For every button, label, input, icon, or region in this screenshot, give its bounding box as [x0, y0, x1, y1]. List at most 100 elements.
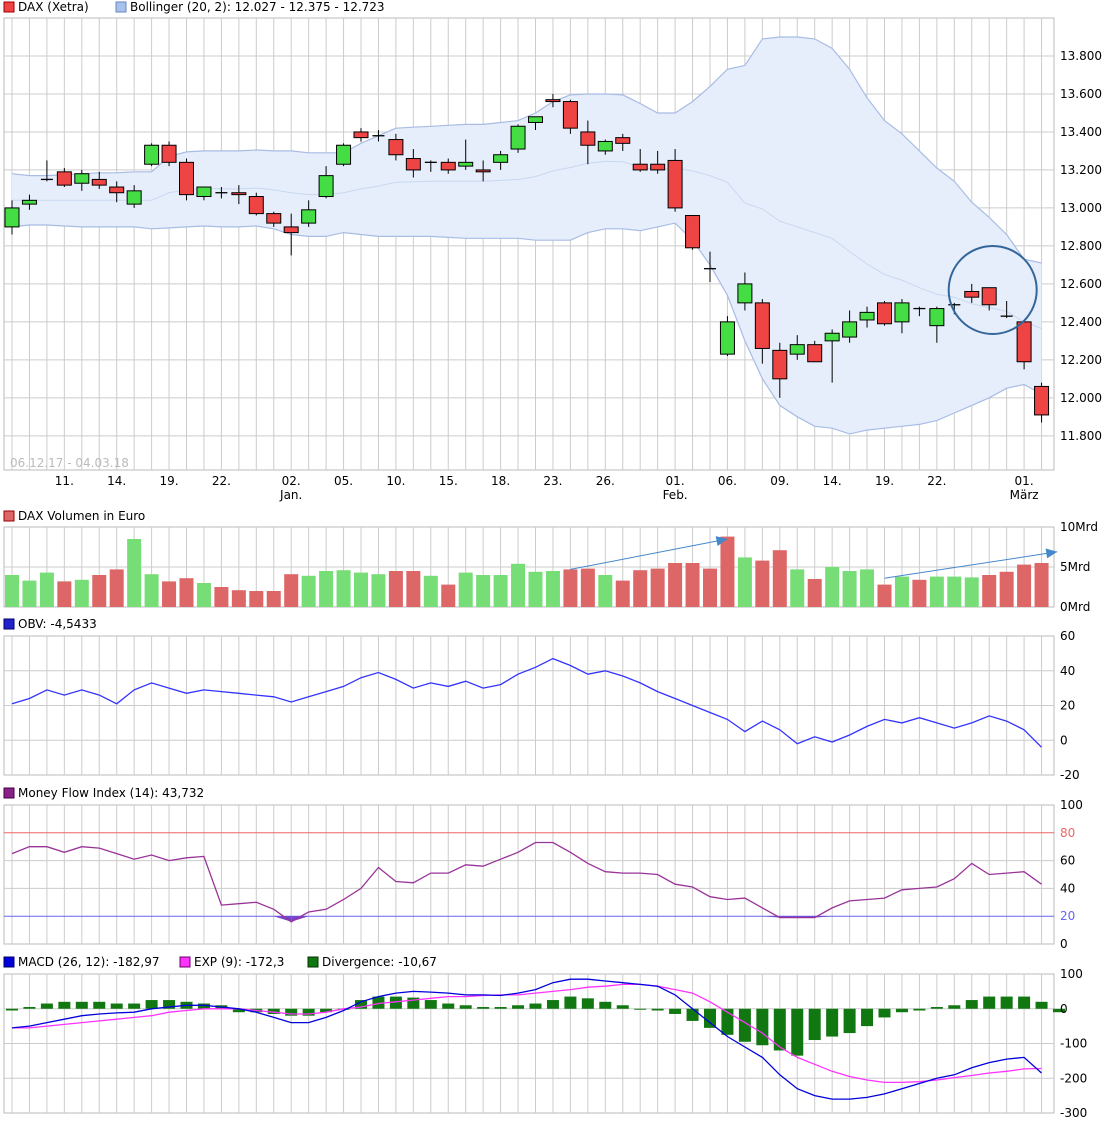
y-tick-label: 11.800	[1060, 429, 1102, 443]
candle-down	[56, 171, 72, 186]
trend-arrow-line	[570, 538, 728, 570]
legend-swatch-obv	[3, 618, 15, 630]
oversold-fill	[814, 916, 833, 918]
divergence-bar	[1035, 1001, 1048, 1009]
candle-down	[1034, 385, 1050, 416]
volume-bar	[127, 539, 142, 607]
volume-bar	[703, 568, 717, 607]
volume-bar	[860, 569, 875, 607]
divergence-bar	[232, 1008, 245, 1013]
divergence-bar	[110, 1003, 123, 1009]
y-tick-label: 12.800	[1060, 239, 1102, 253]
y-tick-label: 13.600	[1060, 87, 1102, 101]
volume-bar	[633, 570, 648, 607]
legend-swatch-volume	[3, 510, 15, 522]
y-tick-label: 12.400	[1060, 315, 1102, 329]
divergence-bar	[197, 1003, 210, 1009]
y-tick-label: 12.600	[1060, 277, 1102, 291]
candle-down	[807, 344, 823, 363]
price-y-axis: 13.800 13.600 13.400 13.200 13.000 12.800 12.6…	[1060, 49, 1102, 443]
candle-down	[632, 163, 648, 171]
divergence-bar	[686, 1008, 699, 1021]
candle-up	[859, 311, 875, 321]
candle-up	[458, 161, 474, 167]
oversold-fill	[762, 916, 780, 918]
candle-up	[196, 186, 212, 198]
candle-down	[179, 161, 194, 196]
volume-bar	[92, 575, 107, 607]
y-tick-label: 12.200	[1060, 353, 1102, 367]
mfi-y-axis: 100 80 60 40 20 0	[1060, 798, 1083, 951]
y-tick-label: -20	[1060, 768, 1080, 782]
volume-bar	[877, 584, 892, 607]
volume-bar	[772, 550, 787, 607]
volume-bar	[354, 572, 368, 607]
divergence-bar	[581, 998, 594, 1009]
divergence-bar	[1000, 996, 1013, 1009]
candle-up	[318, 175, 334, 198]
volume-bar	[650, 568, 665, 607]
x-tick-label: 22.	[927, 474, 946, 488]
volume-bar	[284, 574, 299, 607]
y-tick-label: 0	[1060, 937, 1068, 951]
date-range-label: 06.12.17 - 04.03.18	[10, 456, 129, 470]
obv-y-axis: 60 40 20 0 -20	[1060, 629, 1080, 782]
candle-down	[405, 158, 421, 171]
volume-bar	[406, 571, 421, 607]
legend-swatch-dax	[3, 1, 15, 13]
y-tick-label: -200	[1060, 1071, 1087, 1085]
candle-down	[754, 302, 770, 349]
volume-bar	[196, 583, 211, 607]
candle-up	[144, 144, 160, 165]
volume-bar	[179, 578, 194, 607]
volume-bar	[545, 571, 560, 607]
obv-grid	[4, 636, 1054, 775]
x-tick-label: 02.	[282, 474, 301, 488]
volume-bar	[144, 574, 159, 607]
macd-y-axis: 100 0 -100 -200 -300	[1060, 967, 1087, 1120]
volume-bar	[336, 570, 351, 607]
volume-bar	[301, 575, 316, 607]
divergence-bar	[372, 996, 385, 1009]
bollinger-lower-line	[11, 222, 1042, 435]
divergence-bars	[6, 996, 1065, 1056]
legend-swatch-bollinger	[115, 1, 127, 13]
x-tick-label: 11.	[55, 474, 74, 488]
volume-bar	[22, 580, 37, 607]
candle-down	[1016, 321, 1032, 363]
volume-bar	[528, 571, 543, 607]
divergence-bar	[302, 1008, 315, 1016]
volume-bar	[39, 572, 54, 607]
candle-up	[301, 209, 317, 224]
x-tick-label: 15.	[439, 474, 458, 488]
y-tick-label: 5Mrd	[1060, 560, 1090, 574]
y-tick-label: -300	[1060, 1106, 1087, 1120]
divergence-bar	[320, 1008, 333, 1013]
oversold-fill	[273, 916, 292, 922]
volume-bar	[947, 576, 962, 607]
volume-bar	[458, 572, 473, 607]
x-month-label: März	[1010, 488, 1039, 502]
candle-down	[981, 287, 997, 306]
divergence-bar	[826, 1008, 839, 1037]
divergence-bar	[477, 1007, 490, 1009]
volume-bar	[57, 581, 72, 607]
legend-label-macd: MACD (26, 12): -182,97	[18, 955, 160, 969]
volume-bar	[964, 577, 979, 607]
divergence-bar	[442, 1003, 455, 1009]
divergence-bar	[843, 1008, 856, 1034]
y-tick-label: 10Mrd	[1060, 520, 1098, 534]
candle-down	[545, 99, 561, 103]
legend-label-obv: OBV: -4,5433	[18, 617, 97, 631]
volume-bar	[668, 563, 683, 607]
volume-arrows	[570, 536, 1058, 579]
volume-bar	[388, 571, 403, 607]
legend-swatch-mfi	[3, 787, 15, 799]
y-tick-label: 100	[1060, 798, 1083, 812]
price-x-axis: 11. 14. 19. 22. 02.Jan. 05. 10. 15. 18. 23. 26. 01.…	[55, 474, 1039, 502]
candle-down	[964, 290, 980, 298]
volume-bar	[162, 581, 177, 607]
candle-down	[685, 215, 701, 249]
legend-label-volume: DAX Volumen in Euro	[18, 509, 145, 523]
divergence-bar	[634, 1008, 647, 1010]
